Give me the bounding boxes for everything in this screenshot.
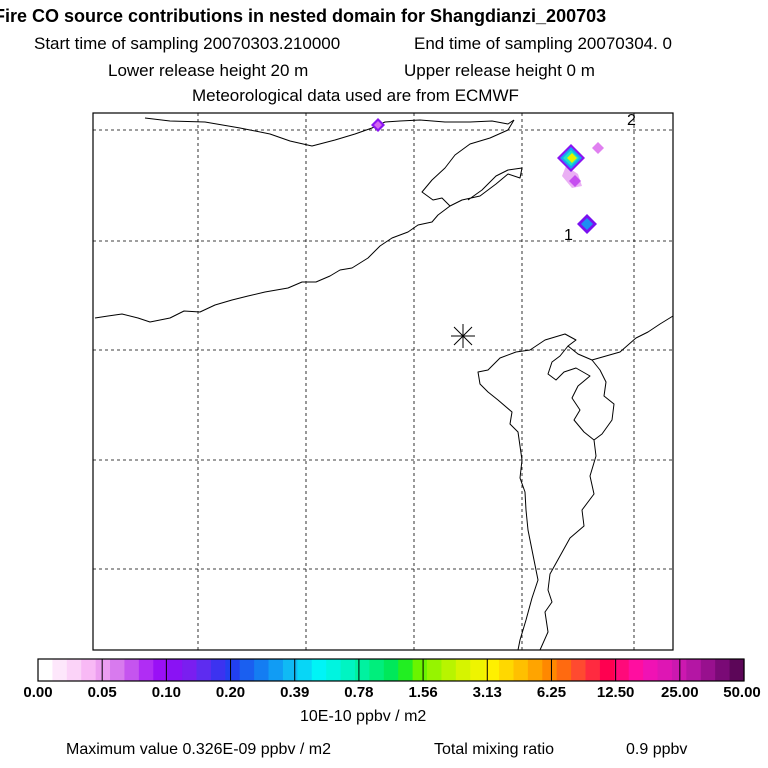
map-label-1: 1	[564, 227, 573, 244]
coastline-segment	[449, 167, 523, 207]
colorbar-cell	[268, 659, 284, 681]
colorbar-cell	[427, 659, 443, 681]
colorbar-cell	[571, 659, 587, 681]
start-time-label: Start time of sampling 20070303.210000	[34, 34, 341, 53]
source-cell	[569, 175, 581, 187]
colorbar-tick-label: 1.56	[408, 684, 438, 701]
coastlines	[94, 117, 674, 651]
colorbar-cell	[239, 659, 255, 681]
colorbar-tick-label: 3.13	[472, 684, 502, 701]
colorbar-tick-label: 0.78	[344, 684, 374, 701]
colorbar-cell	[643, 659, 659, 681]
colorbar-tick-label: 0.39	[280, 684, 310, 701]
lower-release-label: Lower release height 20 m	[108, 61, 309, 80]
colorbar-cell	[138, 659, 154, 681]
colorbar-cell	[182, 659, 198, 681]
coastline-segment	[591, 359, 615, 441]
colorbar-tick-label: 6.25	[536, 684, 567, 701]
colorbar-tick-label: 0.05	[87, 684, 117, 701]
colorbar-tick-label: 0.10	[151, 684, 181, 701]
colorbar-cell	[441, 659, 457, 681]
colorbar-cell	[124, 659, 140, 681]
total-mixing-value: 0.9 ppbv	[626, 741, 688, 758]
colorbar-cell	[412, 659, 428, 681]
colorbar-cell	[455, 659, 471, 681]
plot-title: Fire CO source contributions in nested d…	[0, 6, 607, 26]
colorbar-cell	[657, 659, 673, 681]
colorbar-tick-label: 12.50	[596, 684, 635, 701]
max-value-label: Maximum value 0.326E-09 ppbv / m2	[66, 741, 332, 758]
colorbar-cell	[297, 659, 313, 681]
colorbar-cell	[196, 659, 212, 681]
colorbar-cell	[326, 659, 342, 681]
colorbar-cell	[52, 659, 68, 681]
end-time-label: End time of sampling 20070304. 0	[414, 34, 673, 53]
source-cell	[374, 121, 382, 129]
colorbar-cell	[311, 659, 327, 681]
colorbar-cell	[484, 659, 500, 681]
colorbar-tick-label: 25.00	[661, 684, 699, 701]
colorbar-cell	[599, 659, 615, 681]
colorbar-cell	[628, 659, 644, 681]
colorbar-cell	[513, 659, 529, 681]
met-data-label: Meteorological data used are from ECMWF	[192, 86, 519, 105]
asterisk-icon	[451, 324, 475, 348]
colorbar-cell	[167, 659, 183, 681]
colorbar-cell	[470, 659, 486, 681]
coastline-segment	[477, 315, 674, 651]
colorbar-cell	[398, 659, 414, 681]
colorbar-cell	[225, 659, 241, 681]
colorbar-cell	[153, 659, 169, 681]
colorbar-cell	[715, 659, 731, 681]
colorbar-cell	[38, 659, 54, 681]
source-cell	[592, 142, 604, 154]
colorbar-cell	[210, 659, 226, 681]
lat-lon-grid	[93, 113, 673, 650]
colorbar-tick-label: 0.00	[23, 684, 53, 701]
colorbar-cell	[282, 659, 298, 681]
colorbar-cell	[614, 659, 630, 681]
source-cells	[371, 118, 604, 234]
map-frame	[92, 112, 674, 651]
upper-release-label: Upper release height 0 m	[404, 61, 595, 80]
colorbar-cell	[700, 659, 716, 681]
colorbar-cell	[254, 659, 270, 681]
colorbar-cell	[340, 659, 356, 681]
colorbar-cell	[369, 659, 385, 681]
border-line	[144, 117, 515, 147]
colorbar-cell	[95, 659, 111, 681]
colorbar-cell	[585, 659, 601, 681]
colorbar-cell	[556, 659, 572, 681]
colorbar-cell	[527, 659, 543, 681]
colorbar-cells	[38, 659, 745, 681]
border-line	[94, 119, 515, 323]
colorbar-frame	[37, 658, 745, 682]
source-cell	[581, 218, 593, 230]
colorbar-cell	[542, 659, 558, 681]
colorbar-cell	[383, 659, 399, 681]
source-cell	[567, 153, 577, 163]
colorbar-cell	[81, 659, 97, 681]
colorbar-units: 10E-10 ppbv / m2	[300, 708, 427, 725]
colorbar-cell	[110, 659, 126, 681]
colorbar-cell	[686, 659, 702, 681]
colorbar-cell	[66, 659, 82, 681]
colorbar-tick-label: 0.20	[215, 684, 246, 701]
colorbar-cell	[354, 659, 370, 681]
map-label-2: 2	[627, 112, 636, 129]
colorbar-tick-label: 50.00	[723, 684, 761, 701]
colorbar-cell	[729, 659, 745, 681]
total-mixing-label: Total mixing ratio	[434, 741, 555, 758]
colorbar-cell	[499, 659, 515, 681]
